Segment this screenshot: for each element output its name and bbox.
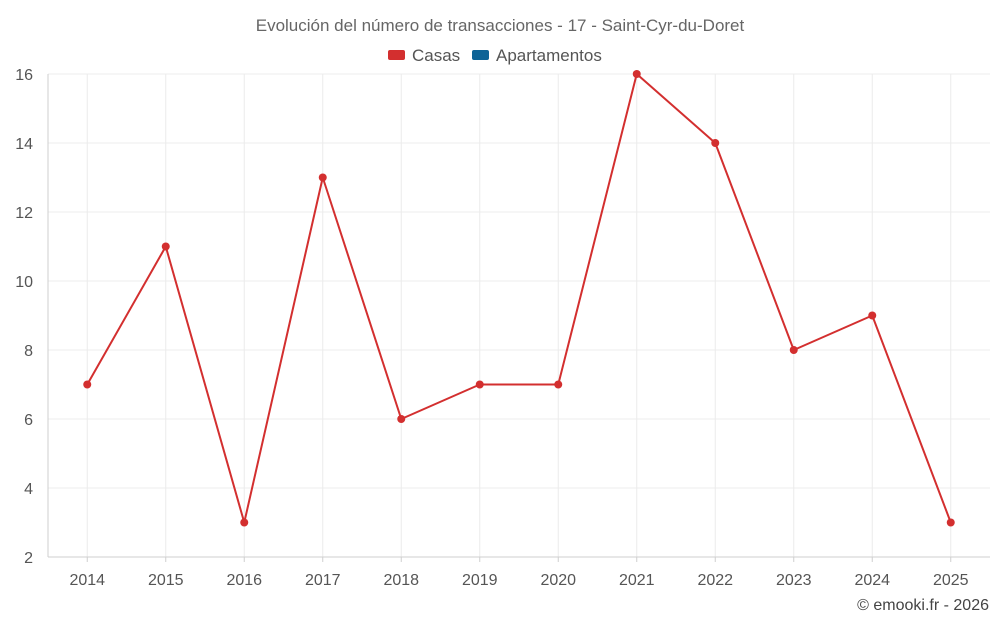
x-tick-label: 2015 xyxy=(148,572,184,589)
x-tick-label: 2025 xyxy=(933,572,969,589)
data-point-casas[interactable] xyxy=(83,380,92,389)
legend-label-casas: Casas xyxy=(412,46,460,65)
legend-item-apartamentos[interactable]: Apartamentos xyxy=(472,46,602,65)
chart-title: Evolución del número de transacciones - … xyxy=(256,16,745,35)
data-point-casas[interactable] xyxy=(475,380,484,389)
credit-text: © emooki.fr - 2026 xyxy=(857,597,989,614)
x-tick-label: 2016 xyxy=(226,572,262,589)
data-point-casas[interactable] xyxy=(318,173,327,182)
y-tick-label: 6 xyxy=(24,412,33,429)
x-tick-label: 2020 xyxy=(540,572,576,589)
grid xyxy=(48,73,990,557)
data-point-casas[interactable] xyxy=(868,311,877,320)
data-point-casas[interactable] xyxy=(632,70,641,78)
legend-label-apartamentos: Apartamentos xyxy=(496,46,602,65)
data-point-casas[interactable] xyxy=(789,346,798,354)
data-point-casas[interactable] xyxy=(240,518,249,527)
y-tick-label: 8 xyxy=(24,343,33,360)
x-tick-label: 2022 xyxy=(697,572,733,589)
x-tick-label: 2021 xyxy=(619,572,655,589)
y-tick-label: 4 xyxy=(24,481,33,498)
legend: Casas Apartamentos xyxy=(388,46,602,65)
x-tick-label: 2017 xyxy=(305,572,341,589)
y-tick-label: 16 xyxy=(15,67,33,84)
x-tick-label: 2023 xyxy=(776,572,812,589)
y-tick-label: 2 xyxy=(24,550,33,567)
series xyxy=(83,70,955,527)
tick-labels: 2 4 6 8 10 12 14 16 2014 2015 2016 2017 2018 2019 2020… xyxy=(15,67,968,589)
data-point-casas[interactable] xyxy=(711,139,720,147)
x-tick-label: 2019 xyxy=(462,572,498,589)
data-point-casas[interactable] xyxy=(946,518,955,527)
data-point-casas[interactable] xyxy=(397,415,406,423)
data-point-casas[interactable] xyxy=(161,242,170,251)
x-tick-label: 2014 xyxy=(69,572,105,589)
y-tick-label: 12 xyxy=(15,205,33,222)
y-tick-label: 14 xyxy=(15,136,33,153)
x-tick-label: 2024 xyxy=(854,572,890,589)
legend-swatch-apartamentos xyxy=(472,50,489,60)
axes xyxy=(47,74,990,562)
series-line-casas xyxy=(86,73,952,524)
y-tick-label: 10 xyxy=(15,274,33,291)
legend-item-casas[interactable]: Casas xyxy=(388,46,460,65)
data-point-casas[interactable] xyxy=(554,380,563,389)
x-tick-label: 2018 xyxy=(383,572,419,589)
legend-swatch-casas xyxy=(388,50,405,60)
